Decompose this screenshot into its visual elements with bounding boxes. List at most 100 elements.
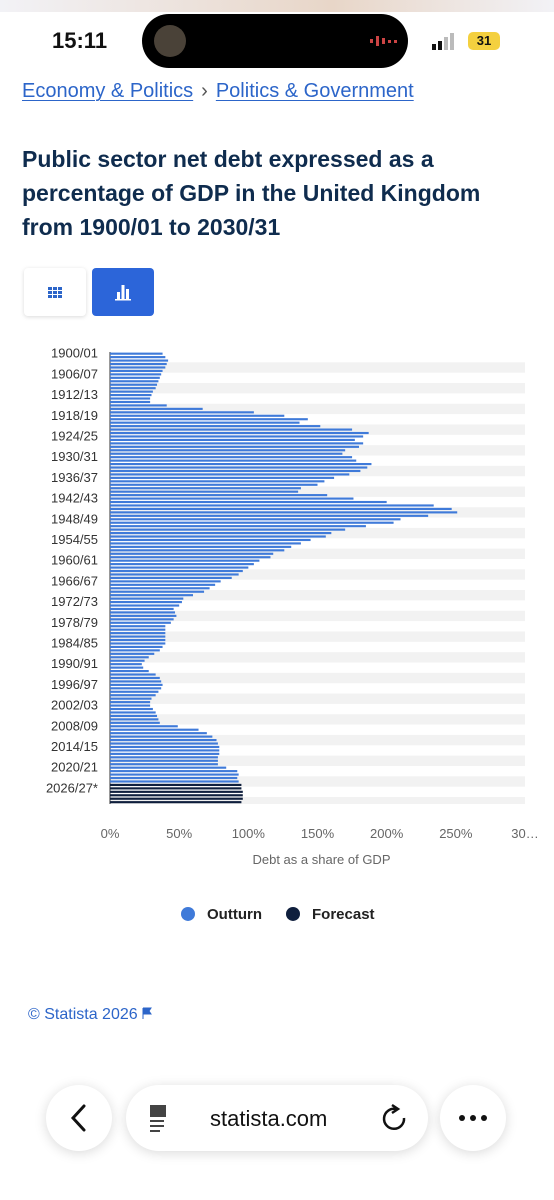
- bar: [110, 576, 232, 579]
- more-button[interactable]: [440, 1085, 506, 1151]
- bar: [110, 701, 151, 704]
- bar: [110, 604, 180, 607]
- bar: [110, 556, 271, 559]
- bar: [110, 735, 213, 738]
- bar: [110, 452, 343, 455]
- bar: [110, 376, 160, 379]
- row-stripe: [110, 693, 525, 704]
- bar: [110, 394, 152, 397]
- row-stripe: [110, 672, 525, 684]
- y-tick-label: 1918/19: [51, 408, 98, 423]
- y-tick-label: 2002/03: [51, 698, 98, 713]
- chart-view-button[interactable]: [92, 268, 154, 316]
- bar: [110, 625, 166, 628]
- bar: [110, 787, 242, 790]
- y-tick-label: 2020/21: [51, 760, 98, 775]
- bar: [110, 473, 350, 476]
- x-tick-label: 0%: [101, 826, 120, 841]
- y-tick-label: 1948/49: [51, 511, 98, 526]
- bar: [110, 390, 153, 393]
- bar: [110, 587, 210, 590]
- bar: [110, 490, 299, 493]
- bar: [110, 518, 401, 521]
- chart: 0% 50% 100% 150% 200% 250% 30… Debt as a share …: [46, 346, 539, 923]
- x-tick-label: 30…: [511, 826, 538, 841]
- bar: [110, 697, 152, 700]
- grid-icon: [48, 287, 62, 298]
- top-strip: [0, 0, 554, 12]
- bar: [110, 739, 217, 742]
- x-tick-label: 50%: [166, 826, 192, 841]
- breadcrumb-link[interactable]: Economy & Politics: [22, 80, 194, 102]
- bar: [110, 525, 366, 528]
- x-tick-label: 250%: [439, 826, 473, 841]
- bar: [110, 638, 166, 642]
- legend-label: Forecast: [312, 906, 375, 923]
- bar: [110, 435, 364, 438]
- legend-marker: [286, 906, 300, 921]
- x-axis-label: Debt as a share of GDP: [252, 852, 390, 867]
- row-stripe: [110, 486, 525, 497]
- bar: [110, 670, 149, 673]
- x-tick-label: 100%: [232, 826, 266, 841]
- bar: [110, 659, 145, 662]
- breadcrumb-link[interactable]: Politics & Government: [215, 80, 414, 102]
- bar: [110, 563, 254, 566]
- bar: [110, 425, 321, 428]
- chart-title: Public sector net debt expressed as a pe…: [22, 146, 481, 240]
- bar: [110, 611, 176, 614]
- y-tick-label: 2014/15: [51, 739, 98, 754]
- bar: [110, 497, 354, 500]
- bar: [110, 676, 160, 680]
- bar: [110, 549, 285, 552]
- table-view-button[interactable]: [24, 268, 86, 316]
- bar: [110, 362, 167, 366]
- bar: [110, 407, 203, 410]
- y-tick-label: 2026/27*: [46, 780, 98, 795]
- bar: [110, 656, 149, 659]
- copyright[interactable]: © Statista 2026: [28, 1006, 153, 1024]
- bar: [110, 663, 142, 666]
- bar: [110, 573, 239, 576]
- bar: [110, 704, 151, 707]
- y-tick-label: 1912/13: [51, 387, 98, 402]
- bar: [110, 418, 308, 421]
- bar: [110, 400, 151, 404]
- bar: [110, 559, 260, 562]
- legend-label: Outturn: [207, 906, 262, 923]
- y-tick-label: 1942/43: [51, 491, 98, 506]
- breadcrumb: Economy & Politics › Politics & Government: [22, 80, 414, 103]
- bar: [110, 790, 243, 793]
- bar: [110, 780, 239, 783]
- bar: [110, 721, 160, 724]
- address-bar[interactable]: [126, 1085, 428, 1151]
- bar: [110, 773, 239, 776]
- bar: [110, 618, 174, 621]
- bar: [110, 359, 169, 362]
- bar: [110, 480, 325, 483]
- bar: [110, 507, 452, 510]
- bar: [110, 356, 166, 359]
- bar: [110, 449, 346, 452]
- bar: [110, 590, 205, 593]
- x-tick-label: 150%: [301, 826, 335, 841]
- bar: [110, 649, 160, 652]
- bar: [110, 380, 159, 383]
- bar: [110, 763, 218, 766]
- bar: [110, 511, 458, 514]
- bar: [110, 680, 162, 683]
- bar: [110, 673, 156, 676]
- bar: [110, 749, 220, 752]
- bar: [110, 756, 218, 759]
- bar: [110, 463, 372, 466]
- row-stripe: [110, 403, 525, 415]
- bar: [110, 500, 387, 504]
- battery: 31: [468, 32, 500, 50]
- y-tick-label: 1972/73: [51, 594, 98, 609]
- bar: [110, 483, 318, 486]
- row-stripe: [110, 590, 525, 601]
- bar: [110, 369, 163, 372]
- back-button[interactable]: [46, 1085, 112, 1151]
- y-tick-label: 1954/55: [51, 532, 98, 547]
- bar: [110, 383, 158, 386]
